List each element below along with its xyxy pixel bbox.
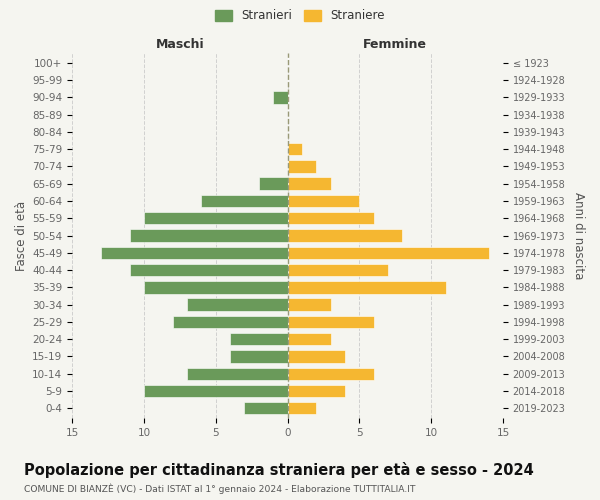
Bar [287, 246, 488, 259]
Bar [230, 333, 287, 345]
Text: Popolazione per cittadinanza straniera per età e sesso - 2024: Popolazione per cittadinanza straniera p… [24, 462, 534, 478]
Bar [287, 178, 331, 190]
Bar [287, 143, 302, 156]
Y-axis label: Anni di nascita: Anni di nascita [572, 192, 585, 279]
Text: Femmine: Femmine [363, 38, 427, 51]
Bar [287, 230, 403, 241]
Bar [287, 194, 359, 207]
Bar [187, 298, 287, 311]
Bar [287, 160, 316, 172]
Bar [130, 230, 287, 241]
Bar [287, 333, 331, 345]
Bar [173, 316, 287, 328]
Bar [144, 212, 287, 224]
Bar [230, 350, 287, 362]
Bar [287, 212, 374, 224]
Bar [202, 194, 287, 207]
Bar [144, 281, 287, 293]
Bar [187, 368, 287, 380]
Bar [287, 402, 316, 414]
Bar [273, 91, 287, 104]
Bar [287, 264, 388, 276]
Y-axis label: Fasce di età: Fasce di età [15, 200, 28, 270]
Text: Maschi: Maschi [155, 38, 204, 51]
Bar [244, 402, 287, 414]
Bar [101, 246, 287, 259]
Bar [144, 385, 287, 397]
Bar [259, 178, 287, 190]
Bar [287, 298, 331, 311]
Bar [287, 316, 374, 328]
Bar [287, 368, 374, 380]
Legend: Stranieri, Straniere: Stranieri, Straniere [212, 6, 388, 26]
Bar [287, 385, 345, 397]
Bar [130, 264, 287, 276]
Bar [287, 281, 446, 293]
Text: COMUNE DI BIANZÈ (VC) - Dati ISTAT al 1° gennaio 2024 - Elaborazione TUTTITALIA.: COMUNE DI BIANZÈ (VC) - Dati ISTAT al 1°… [24, 484, 415, 494]
Bar [287, 350, 345, 362]
